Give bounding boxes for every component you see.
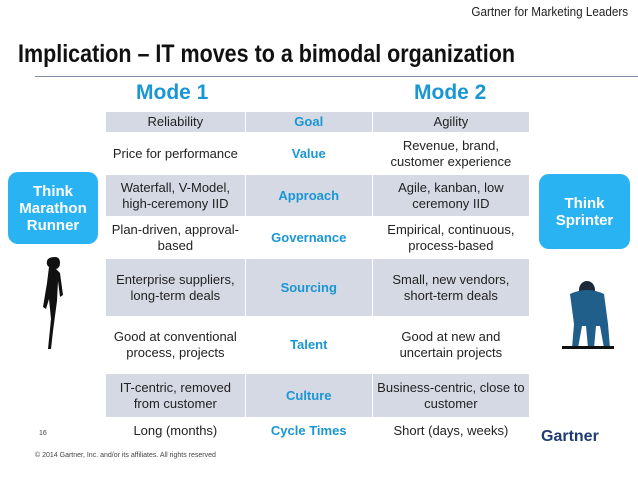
table-row: Price for performance Value Revenue, brand… [105,132,531,175]
title-divider [35,76,638,77]
attribute-cell: Goal [244,111,373,133]
copyright: © 2014 Gartner, Inc. and/or its affiliat… [35,452,216,459]
brand-label: Gartner for Marketing Leaders [471,4,628,19]
mode-2-heading: Mode 2 [414,81,487,104]
mode-1-cell: Enterprise suppliers, long-term deals [105,258,246,317]
mode-1-cell: IT-centric, removed from customer [105,373,246,418]
page-number: 16 [39,430,47,437]
mode-1-cell: Reliability [105,111,246,133]
gartner-logo: Gartner [541,428,599,445]
table-row: Enterprise suppliers, long-term deals Sou… [105,258,531,317]
table-row: Reliability Goal Agility [105,111,531,133]
table-row: Good at conventional process, projects Ta… [105,316,531,374]
mode-2-cell: Agility [371,111,531,133]
mode-1-cell: Long (months) [105,417,246,444]
table-row: Long (months) Cycle Times Short (days, wee… [105,417,531,444]
attribute-cell: Value [244,132,373,175]
mode-2-cell: Business-centric, close to customer [371,373,531,418]
slide-title: Implication – IT moves to a bimodal orga… [18,40,515,68]
mode-1-cell: Good at conventional process, projects [105,316,246,374]
mode-2-cell: Revenue, brand, customer experience [371,132,531,175]
table-row: Waterfall, V-Model, high-ceremony IID App… [105,174,531,217]
mode-1-cell: Waterfall, V-Model, high-ceremony IID [105,174,246,217]
attribute-cell: Sourcing [244,258,373,317]
sprinter-icon [562,281,614,349]
attribute-cell: Governance [244,216,373,259]
callout-marathon: Think Marathon Runner [8,172,98,244]
runner-icon [43,257,63,349]
attribute-cell: Cycle Times [244,417,373,444]
callout-sprinter: Think Sprinter [539,174,630,249]
mode-2-cell: Agile, kanban, low ceremony IID [371,174,531,217]
mode-2-cell: Empirical, continuous, process-based [371,216,531,259]
mode-1-cell: Price for performance [105,132,246,175]
table-row: Plan-driven, approval-based Governance Emp… [105,216,531,259]
mode-2-cell: Good at new and uncertain projects [371,316,531,374]
attribute-cell: Approach [244,174,373,217]
mode-2-cell: Small, new vendors, short-term deals [371,258,531,317]
attribute-cell: Talent [244,316,373,374]
comparison-table: Reliability Goal Agility Price for performa… [105,111,531,444]
mode-1-heading: Mode 1 [136,81,209,104]
mode-2-cell: Short (days, weeks) [371,417,531,444]
table-row: IT-centric, removed from customer Culture… [105,373,531,418]
attribute-cell: Culture [244,373,373,418]
mode-1-cell: Plan-driven, approval-based [105,216,246,259]
